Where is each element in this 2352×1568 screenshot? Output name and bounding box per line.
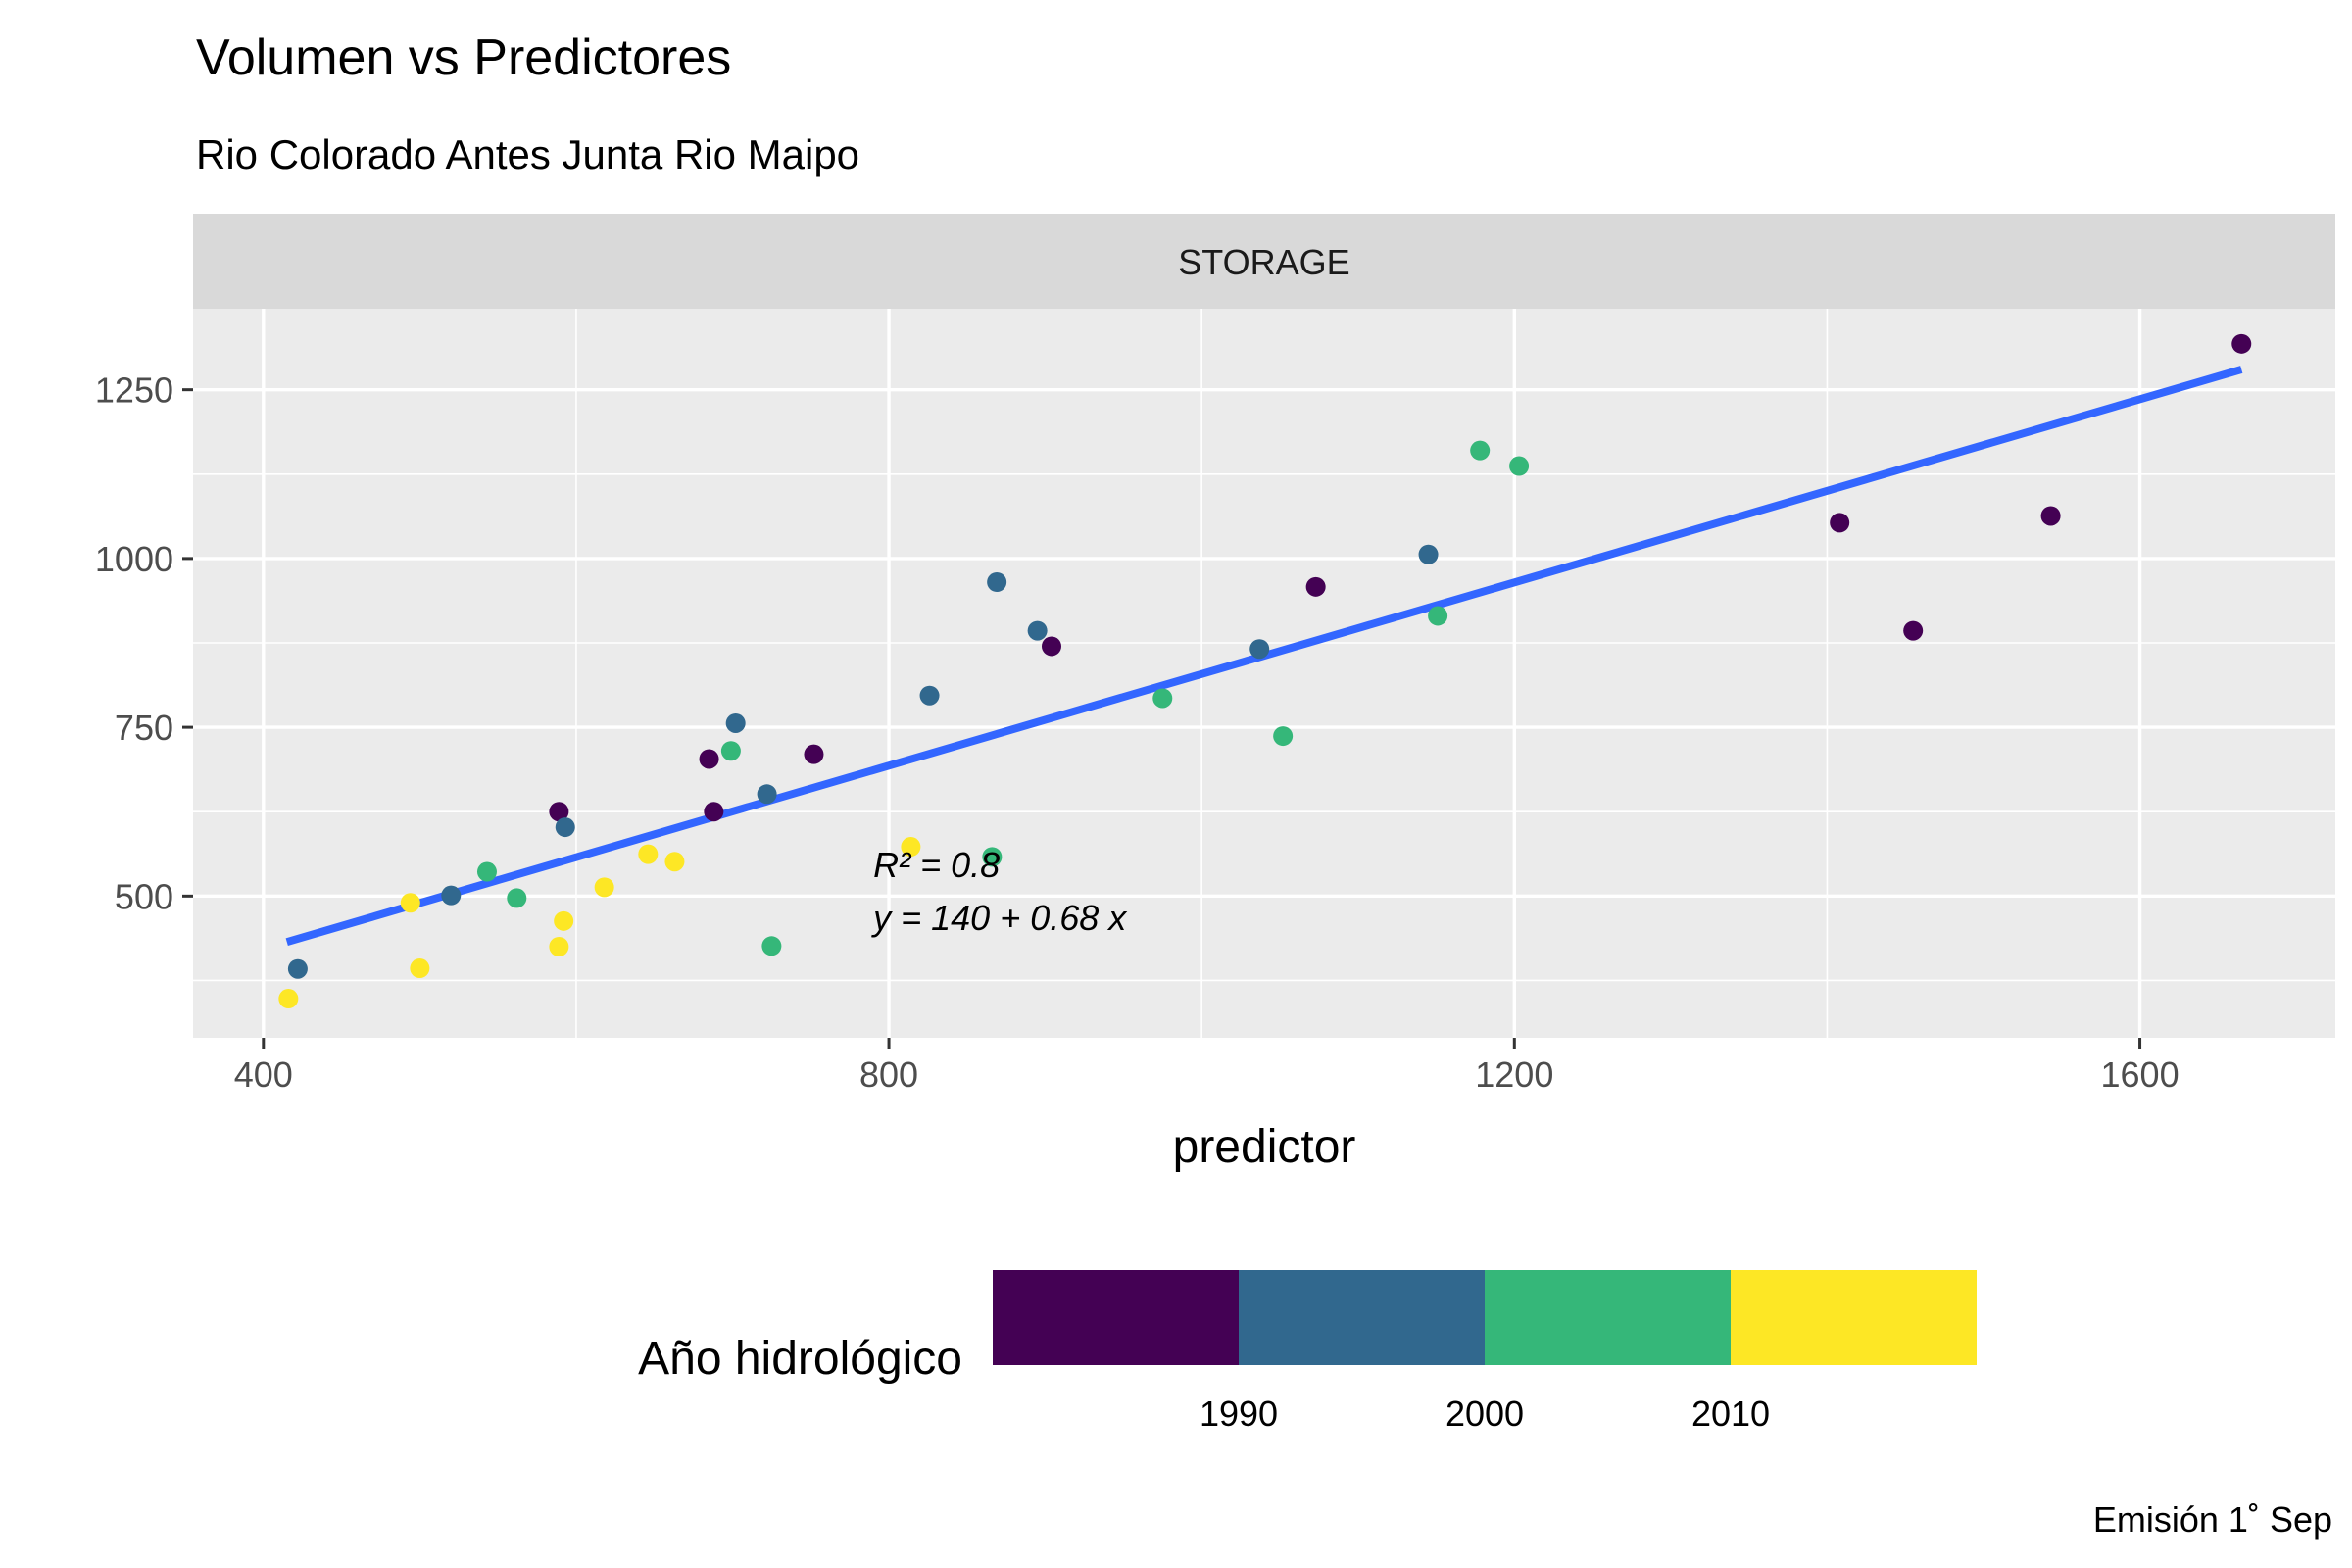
annotation-layer: R² = 0.8 y = 140 + 0.68 x	[870, 845, 1128, 938]
data-point	[507, 888, 527, 908]
data-point	[549, 937, 569, 956]
data-point	[919, 685, 940, 706]
y-tick-label: 1000	[95, 539, 173, 579]
data-point	[761, 936, 782, 956]
data-point	[2040, 506, 2061, 526]
chart-title: Volumen vs Predictores	[196, 29, 731, 86]
data-point	[287, 958, 308, 979]
data-point	[2231, 333, 2252, 354]
legend-labels: 1990 2000 2010	[1200, 1394, 1770, 1434]
data-point	[410, 958, 430, 979]
data-point	[987, 572, 1007, 592]
data-point	[1305, 576, 1326, 597]
legend-label: 2000	[1446, 1394, 1524, 1434]
points-layer	[278, 333, 2252, 1009]
y-tick-label: 1250	[95, 370, 173, 411]
data-point	[1027, 620, 1048, 641]
data-point	[725, 712, 746, 733]
x-axis-title: predictor	[1173, 1121, 1356, 1173]
data-point	[664, 852, 685, 872]
data-point	[720, 741, 741, 761]
legend-bin	[1731, 1270, 1977, 1365]
data-point	[476, 861, 497, 882]
data-point	[1273, 726, 1294, 747]
data-point	[278, 989, 299, 1009]
data-point	[1418, 544, 1439, 564]
y-tick-label: 750	[115, 708, 173, 748]
legend-label: 1990	[1200, 1394, 1278, 1434]
legend-label: 2010	[1691, 1394, 1770, 1434]
data-point	[1428, 606, 1448, 626]
data-point	[441, 885, 462, 906]
data-point	[901, 837, 921, 858]
data-point	[400, 893, 420, 913]
data-point	[1509, 456, 1530, 476]
data-point	[549, 802, 569, 822]
data-point	[555, 817, 575, 838]
data-point	[1041, 636, 1061, 657]
data-point	[1830, 513, 1850, 533]
legend-bin	[1485, 1270, 1731, 1365]
facet-strip	[193, 214, 2335, 309]
legend-title: Año hidrológico	[638, 1333, 962, 1385]
plot-panel	[193, 309, 2335, 1038]
x-axis: 400 800 1200 1600	[234, 1038, 2180, 1095]
y-tick-label: 500	[115, 876, 173, 916]
data-point	[1903, 620, 1924, 641]
data-point	[757, 784, 777, 805]
data-point	[704, 802, 724, 822]
r-squared-annotation: R² = 0.8	[873, 845, 1000, 885]
legend-colorbar	[993, 1270, 1977, 1365]
data-point	[1470, 440, 1491, 461]
data-point	[1250, 639, 1270, 660]
x-tick-label: 800	[859, 1054, 918, 1095]
x-tick-label: 400	[234, 1054, 293, 1095]
x-tick-label: 1600	[2101, 1054, 2180, 1095]
legend-bin	[1239, 1270, 1485, 1365]
data-point	[554, 910, 574, 931]
data-point	[594, 877, 614, 898]
x-tick-label: 1200	[1475, 1054, 1553, 1095]
data-point	[1152, 688, 1173, 709]
facet-label: STORAGE	[1178, 242, 1349, 282]
data-point	[638, 844, 659, 864]
data-point	[699, 749, 719, 769]
legend-bin	[993, 1270, 1239, 1365]
chart-caption: Emisión 1˚ Sep	[2093, 1499, 2332, 1540]
chart-subtitle: Rio Colorado Antes Junta Rio Maipo	[196, 131, 859, 177]
y-axis: 500 750 1000 1250	[95, 370, 193, 916]
major-gridlines	[193, 309, 2335, 1038]
data-point	[804, 744, 824, 764]
data-point	[982, 847, 1003, 867]
regression-equation-annotation: y = 140 + 0.68 x	[870, 898, 1128, 938]
